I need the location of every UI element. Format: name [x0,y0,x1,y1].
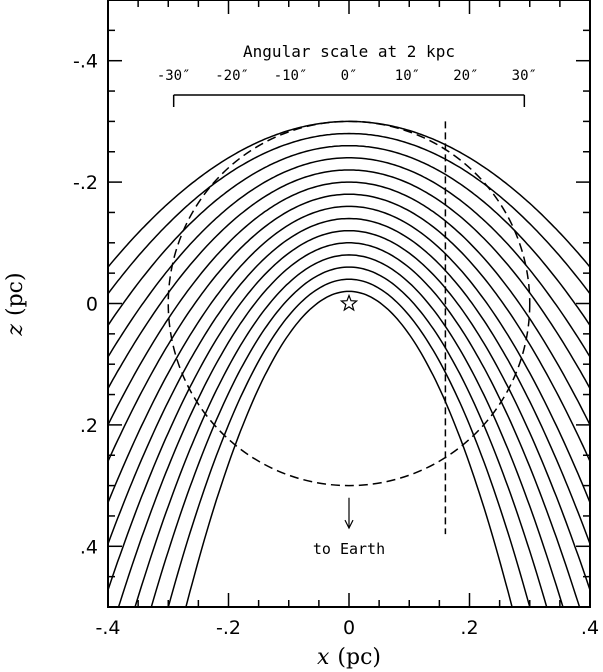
y-axis-unit: (pc) [3,272,28,316]
parabola-curves [108,120,590,607]
overlays [167,120,531,535]
star-icon [339,293,359,312]
x-axis-var: x [317,645,330,670]
parabola-curve [108,169,590,389]
parabola-curve [108,157,590,358]
axis-ticks: -.4 -.2 0 .2 .4 -.4 -.2 0 .2 .4 [73,0,599,639]
parabola-curve [108,217,590,545]
scale-tick-label: 0″ [341,68,358,84]
scale-tick-label: 10″ [395,68,420,84]
y-tick-label: .2 [80,415,98,437]
y-tick-label: .4 [80,536,98,558]
parabola-curve [185,290,513,607]
parabola-curve [134,254,564,607]
scale-title: Angular scale at 2 kpc [243,42,455,61]
x-tick-label: -.2 [216,617,241,639]
parabola-curve [108,205,590,503]
x-axis-title: x (pc) [317,645,381,670]
x-axis-unit: (pc) [337,645,381,670]
parabola-curve [108,144,590,326]
arrow-label: to Earth [313,540,385,558]
scale-tick-label: -10″ [274,68,308,84]
parabola-curve [108,132,590,295]
y-tick-label: 0 [86,294,98,316]
parabola-curve [108,181,590,426]
arrow-down-icon [344,519,354,530]
dashed-circle [167,120,531,487]
parabola-curve [108,193,590,462]
parabola-curve [117,242,581,607]
y-tick-label: -.4 [73,51,98,73]
parabola-curve [167,278,531,607]
parabola-curve [108,229,590,591]
y-tick-label: -.2 [73,172,98,194]
y-axis-title: z (pc) [3,272,28,336]
scale-tick-label: -20″ [215,68,249,84]
x-tick-label: .4 [581,617,599,639]
scale-tick-label: -30″ [157,68,191,84]
y-axis-var: z [3,324,28,337]
x-tick-label: -.4 [96,617,121,639]
scale-tick-label: 20″ [453,68,478,84]
angular-scale-bar: -30″ -20″ -10″ 0″ 10″ 20″ 30″ [157,68,537,107]
x-tick-label: .2 [460,617,478,639]
scale-tick-label: 30″ [512,68,537,84]
x-tick-label: 0 [343,617,355,639]
parabola-curve [150,266,548,607]
